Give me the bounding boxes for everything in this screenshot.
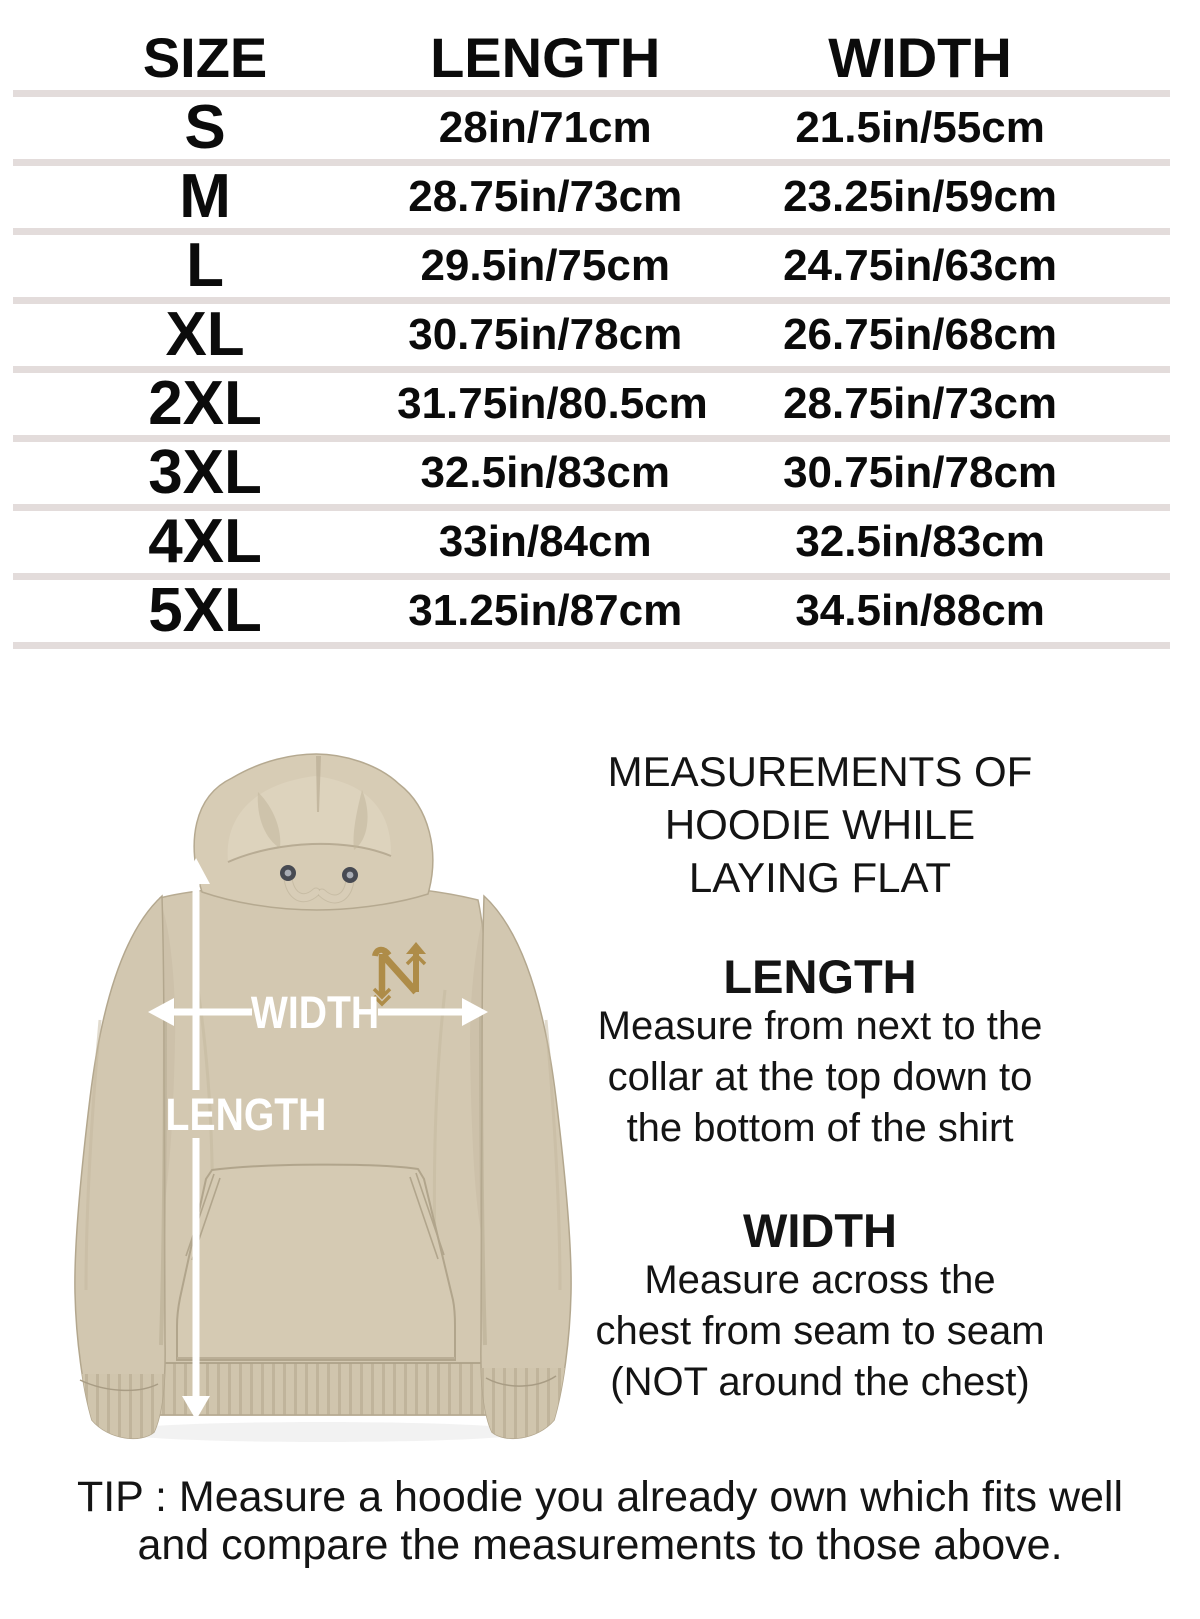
table-row: 5XL 31.25in/87cm 34.5in/88cm (13, 580, 1170, 642)
row-divider (13, 504, 1170, 511)
width-value-cell: 28.75in/73cm (783, 379, 1058, 428)
drawstring (284, 874, 320, 902)
hoodie-ground-shadow (112, 1422, 532, 1442)
table-row: 3XL 32.5in/83cm 30.75in/78cm (13, 442, 1170, 504)
hood (193, 753, 434, 911)
width-value-cell: 32.5in/83cm (795, 517, 1045, 566)
length-value-cell: 28in/71cm (438, 103, 652, 152)
measurement-info-panel: MEASUREMENTS OF HOODIE WHILE LAYING FLAT… (588, 745, 1052, 1408)
tip-text-line: and compare the measurements to those ab… (137, 1521, 1063, 1569)
length-value-cell: 33in/84cm (438, 517, 652, 566)
row-divider (13, 90, 1170, 97)
row-divider (13, 297, 1170, 304)
measurement-guide-section: WIDTH LENGTH MEASUREMENTS OF HOODIE WHIL… (0, 690, 1200, 1460)
table-row: M 28.75in/73cm 23.25in/59cm (13, 166, 1170, 228)
size-cell: XL (165, 300, 245, 369)
table-row: XL 30.75in/78cm 26.75in/68cm (13, 304, 1170, 366)
length-value-cell: 32.5in/83cm (420, 448, 670, 497)
width-value-cell: 26.75in/68cm (783, 310, 1058, 359)
length-value-cell: 31.75in/80.5cm (397, 379, 708, 428)
width-section-text-line: Measure across the (644, 1258, 996, 1302)
size-cell: 3XL (148, 438, 262, 507)
width-value-cell: 23.25in/59cm (783, 172, 1058, 221)
table-row: L 29.5in/75cm 24.75in/63cm (13, 235, 1170, 297)
table-row: 4XL 33in/84cm 32.5in/83cm (13, 511, 1170, 573)
table-row: 2XL 31.75in/80.5cm 28.75in/73cm (13, 373, 1170, 435)
length-value-cell: 29.5in/75cm (420, 241, 670, 290)
length-value-cell: 30.75in/78cm (408, 310, 683, 359)
size-cell: S (184, 93, 226, 162)
kangaroo-pocket (176, 1163, 456, 1361)
hem-band (157, 1362, 489, 1416)
info-title-line: LAYING FLAT (688, 854, 952, 901)
size-cell: 4XL (148, 507, 262, 576)
width-section-text-line: (NOT around the chest) (610, 1360, 1030, 1404)
header-cell-width: WIDTH (828, 26, 1012, 89)
tip-text: TIP : Measure a hoodie you already own w… (0, 1473, 1200, 1569)
hoodie-illustration: WIDTH LENGTH (74, 753, 572, 1442)
row-divider (13, 435, 1170, 442)
size-cell: L (186, 231, 224, 300)
table-row: S 28in/71cm 21.5in/55cm (13, 97, 1170, 159)
length-arrow (182, 858, 210, 1420)
length-section-text-line: the bottom of the shirt (626, 1106, 1014, 1150)
width-value-cell: 34.5in/88cm (795, 586, 1045, 635)
width-value-cell: 24.75in/63cm (783, 241, 1058, 290)
sleeve-left (74, 894, 167, 1439)
table-header-row: SIZE LENGTH WIDTH (13, 26, 1170, 90)
length-section-heading: LENGTH (723, 950, 917, 1003)
n-arrow-logo-icon (372, 942, 427, 1007)
row-divider (13, 159, 1170, 166)
drawstring (318, 876, 354, 903)
width-value-cell: 21.5in/55cm (795, 103, 1045, 152)
length-section-text-line: collar at the top down to (607, 1055, 1033, 1099)
length-arrow-label: LENGTH (166, 1089, 327, 1139)
width-value-cell: 30.75in/78cm (783, 448, 1058, 497)
size-cell: 2XL (148, 369, 262, 438)
width-section-heading: WIDTH (742, 1204, 897, 1257)
size-chart-table: SIZE LENGTH WIDTH S 28in/71cm 21.5in/55c… (13, 26, 1170, 649)
sleeve-right (479, 894, 572, 1439)
header-cell-size: SIZE (142, 26, 268, 89)
row-divider (13, 573, 1170, 580)
tip-text-line: TIP : Measure a hoodie you already own w… (76, 1473, 1124, 1521)
info-title-line: HOODIE WHILE (664, 801, 976, 848)
row-divider (13, 228, 1170, 235)
width-section-text-line: chest from seam to seam (595, 1309, 1045, 1353)
row-divider (13, 642, 1170, 649)
size-cell: 5XL (148, 576, 262, 645)
length-value-cell: 28.75in/73cm (408, 172, 683, 221)
length-section-text-line: Measure from next to the (597, 1004, 1043, 1048)
size-cell: M (179, 162, 231, 231)
info-title-line: MEASUREMENTS OF (607, 748, 1033, 795)
header-cell-length: LENGTH (430, 26, 661, 89)
width-arrow-label: WIDTH (251, 987, 379, 1037)
length-value-cell: 31.25in/87cm (408, 586, 683, 635)
row-divider (13, 366, 1170, 373)
width-arrow (148, 998, 488, 1026)
